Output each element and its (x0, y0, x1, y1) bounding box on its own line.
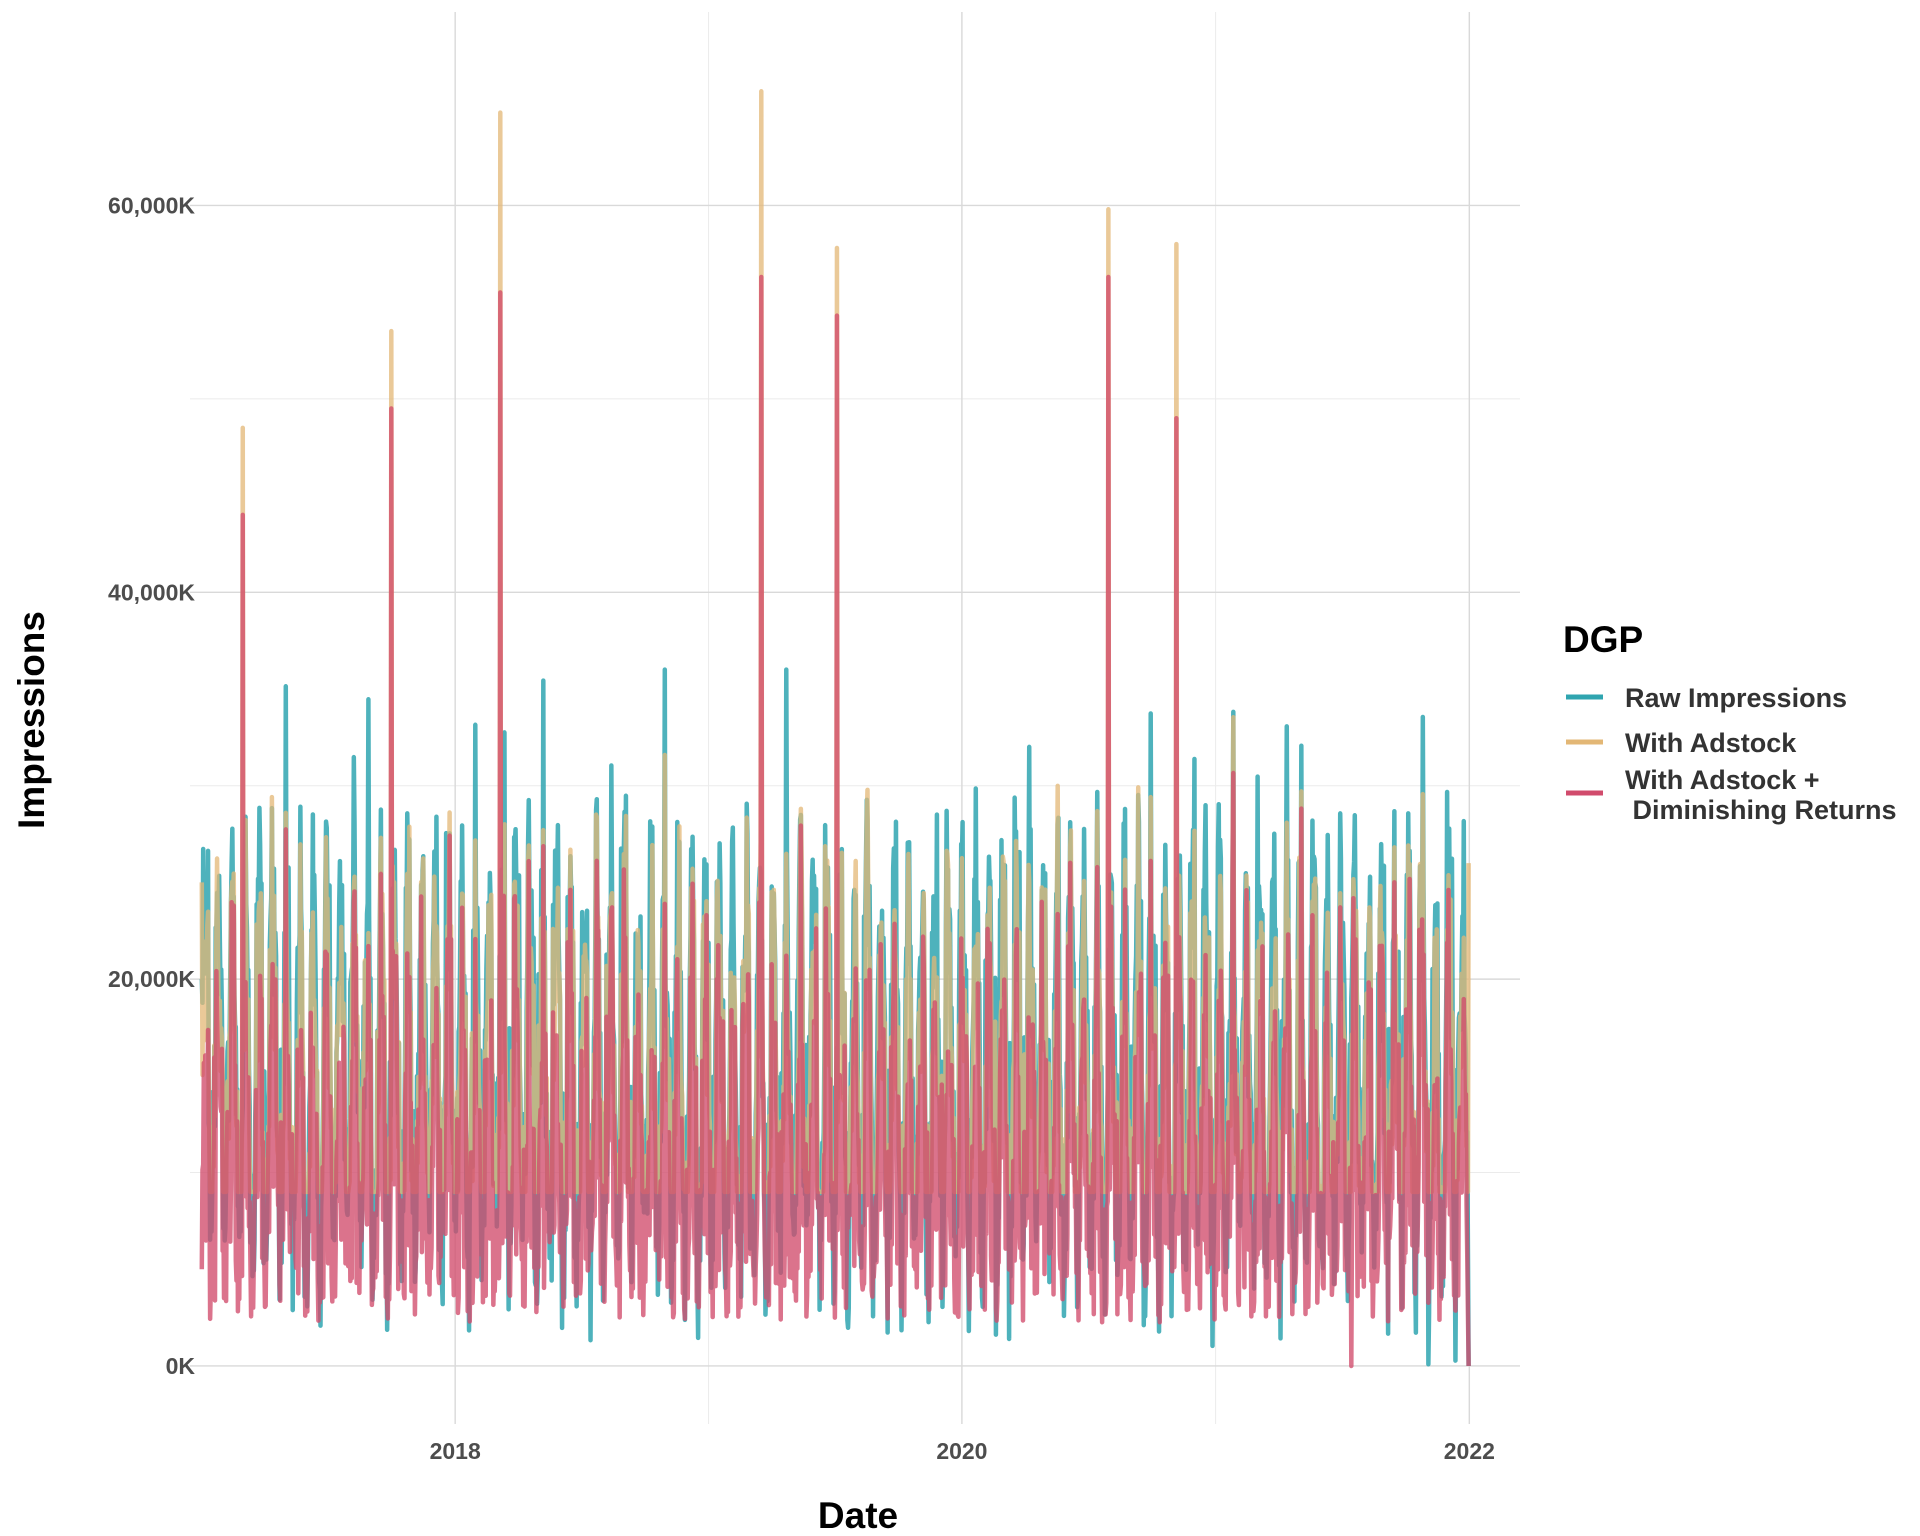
tick-labels: 0K 20,000K 40,000K 60,000K 2018 2020 2022 (108, 192, 1495, 1464)
legend-title: DGP (1563, 619, 1643, 660)
x-tick-label: 2018 (430, 1438, 481, 1464)
y-tick-label: 40,000K (108, 579, 195, 605)
series-line-adstock-diminishing-returns (199, 274, 1471, 1369)
x-axis-title: Date (818, 1495, 898, 1536)
legend-label-with-adstock: With Adstock (1625, 728, 1797, 758)
y-axis-title: Impressions (11, 611, 52, 829)
series-layer (199, 89, 1471, 1369)
legend-label-adstock-diminishing-line1: With Adstock + (1625, 765, 1820, 795)
y-tick-label: 0K (166, 1353, 196, 1379)
y-tick-label: 20,000K (108, 966, 195, 992)
y-tick-label: 60,000K (108, 192, 195, 218)
x-tick-label: 2022 (1444, 1438, 1495, 1464)
legend-label-raw-impressions: Raw Impressions (1625, 683, 1847, 713)
legend-label-adstock-diminishing-line2: Diminishing Returns (1625, 795, 1897, 825)
legend: DGP Raw Impressions With Adstock With Ad… (1563, 619, 1897, 825)
x-tick-label: 2020 (936, 1438, 987, 1464)
